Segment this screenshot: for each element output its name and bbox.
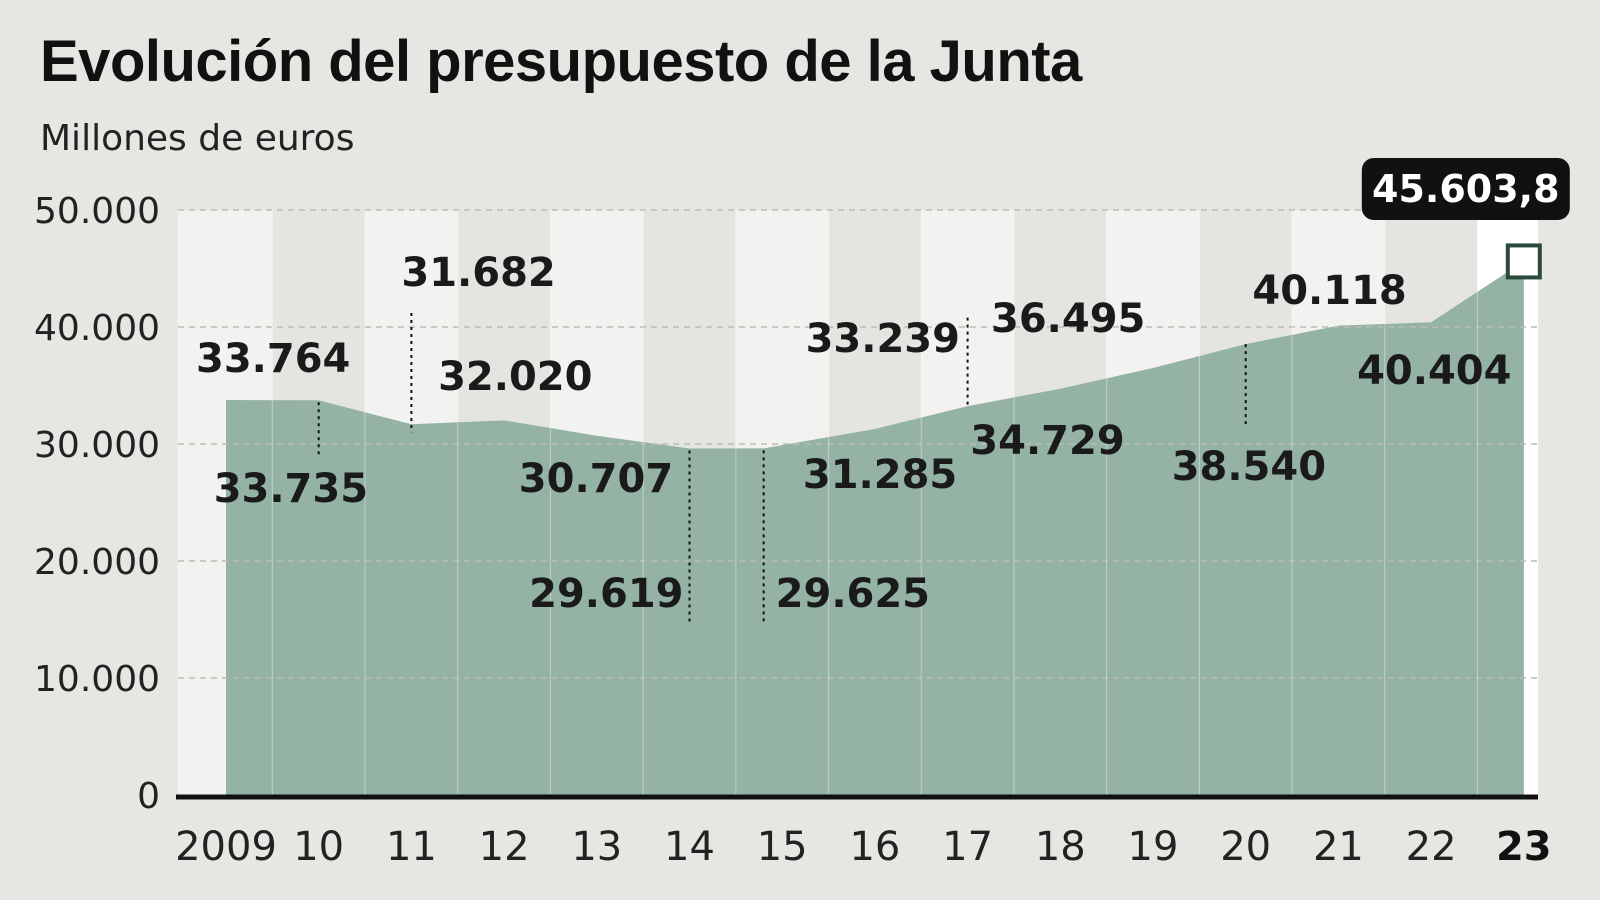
highlight-label-box [1361,158,1570,220]
x-tick-label: 20 [1220,824,1271,870]
x-tick-label: 22 [1406,824,1457,870]
y-tick-label: 40.000 [34,308,160,349]
data-label: 29.619 [529,571,683,617]
y-tick-label: 20.000 [34,542,160,583]
data-label: 38.540 [1172,444,1326,490]
data-label: 31.682 [401,250,555,296]
x-tick-label: 12 [479,824,530,870]
x-axis: 2009 10 11 12 13 14 15 16 17 18 19 20 21 22 23 [175,794,1552,870]
data-label: 29.625 [776,571,930,617]
y-tick-label: 30.000 [34,425,160,466]
x-tick-label: 14 [664,824,715,870]
y-tick-label: 0 [137,776,160,817]
data-label: 36.495 [991,296,1145,342]
highlight-data-label: 45.603,8 [1372,167,1560,211]
x-tick-label: 16 [849,824,900,870]
chart-subtitle: Millones de euros [40,118,355,159]
chart-title: Evolución del presupuesto de la Junta [40,29,1082,94]
x-tick-label: 10 [293,824,344,870]
data-label: 30.707 [519,456,673,502]
data-label: 33.764 [196,336,350,382]
x-tick-label: 19 [1128,824,1179,870]
gridlines [178,209,1538,679]
x-tick-label: 18 [1035,824,1086,870]
data-label: 33.735 [214,466,368,512]
label-leaders [317,312,1247,622]
area-layer [226,261,1524,795]
y-tick-label: 10.000 [34,659,160,700]
x-tick-label: 23 [1496,824,1552,870]
data-label: 40.118 [1252,268,1406,314]
x-tick-label: 21 [1313,824,1364,870]
x-tick-label: 13 [571,824,622,870]
data-label: 33.239 [806,316,960,362]
y-tick-label: 50.000 [34,191,160,232]
x-tick-label: 15 [757,824,808,870]
x-tick-label: 11 [386,824,437,870]
y-axis: 0 10.000 20.000 30.000 40.000 50.000 [34,191,160,817]
data-labels: 33.764 33.735 31.682 32.020 30.707 29.619 29.6… [196,158,1570,617]
data-label: 34.729 [970,418,1124,464]
data-label: 40.404 [1357,348,1511,394]
x-tick-label: 17 [942,824,993,870]
data-label: 32.020 [438,354,592,400]
highlight-marker [1505,243,1542,280]
x-tick-label: 2009 [175,824,277,870]
data-label: 31.285 [803,452,957,498]
budget-area [226,261,1524,795]
year-dividers [271,210,1479,795]
